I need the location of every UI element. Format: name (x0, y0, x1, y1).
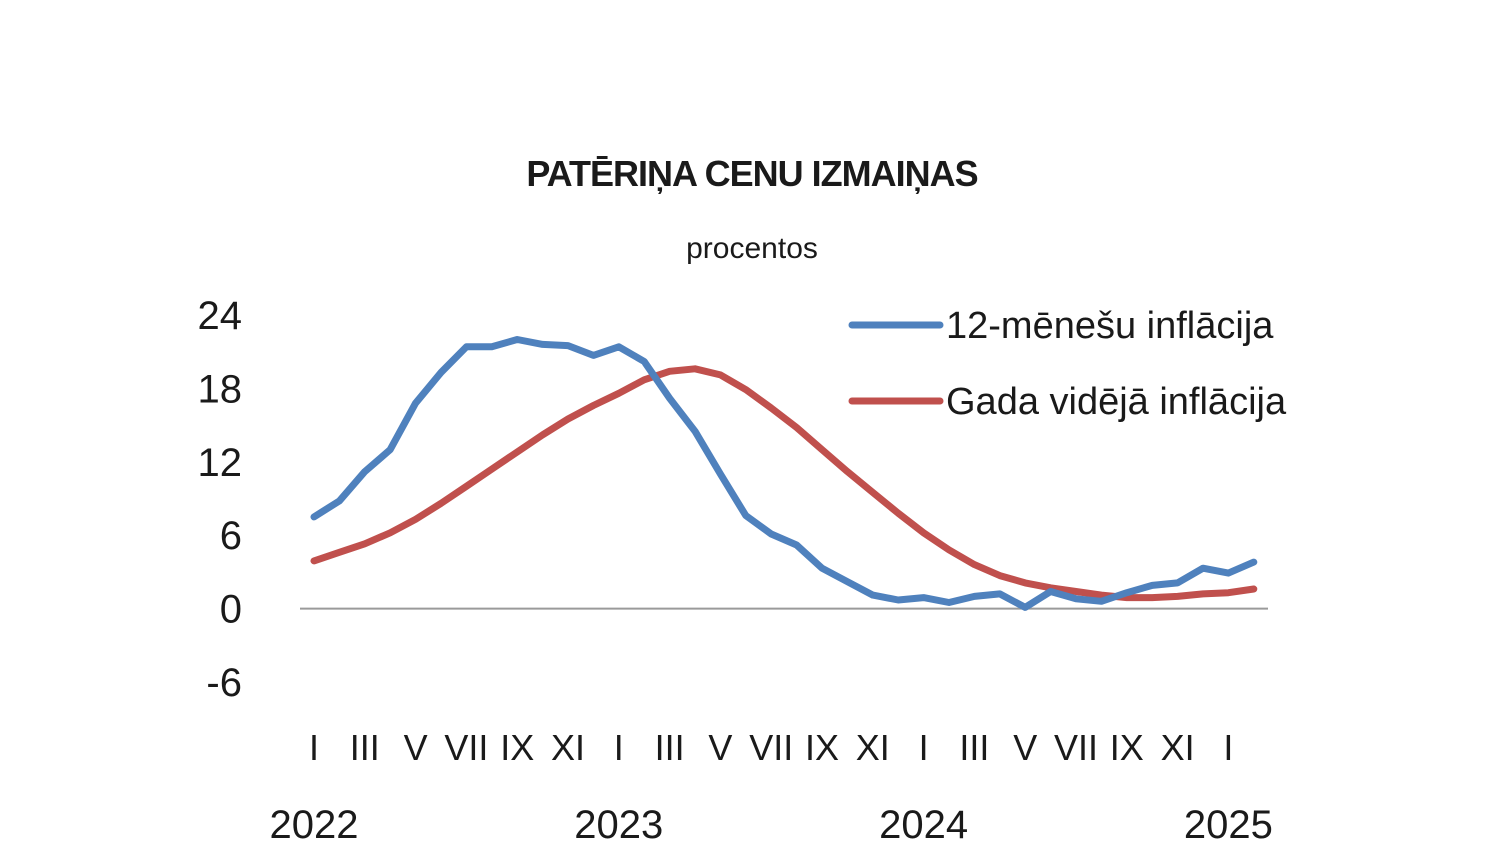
y-axis: 24 18 12 6 0 -6 (198, 294, 243, 705)
series-line-0 (310, 336, 1258, 611)
x-axis-years: 2022 2023 2024 2025 (270, 803, 1273, 847)
month-tick-label: XI (856, 727, 890, 768)
year-label: 2022 (270, 803, 359, 847)
month-tick-label: I (614, 727, 624, 768)
y-tick-label: 0 (220, 588, 242, 632)
y-tick-label: 18 (198, 367, 243, 411)
month-tick-label: VII (1054, 727, 1098, 768)
legend-label-1: Gada vidējā inflācija (946, 381, 1287, 423)
year-label: 2024 (879, 803, 968, 847)
month-tick-label: V (404, 727, 428, 768)
month-tick-label: I (919, 727, 929, 768)
month-tick-label: VII (444, 727, 488, 768)
y-tick-label: 24 (198, 294, 243, 338)
month-tick-label: III (350, 727, 380, 768)
legend: 12-mēnešu inflācija Gada vidējā inflācija (848, 305, 1287, 423)
y-tick-label: 12 (198, 441, 243, 485)
month-tick-label: VII (749, 727, 793, 768)
month-tick-label: V (1013, 727, 1037, 768)
month-tick-label: IX (500, 727, 534, 768)
series-layer (310, 336, 1258, 611)
month-tick-label: I (309, 727, 319, 768)
x-axis-months: I III V VII IX XI I III V VII IX XI I III V VII IX XI I (309, 727, 1233, 768)
month-tick-label: IX (1110, 727, 1144, 768)
month-tick-label: XI (1161, 727, 1195, 768)
legend-label-0: 12-mēnešu inflācija (946, 305, 1274, 347)
year-label: 2023 (574, 803, 663, 847)
month-tick-label: IX (805, 727, 839, 768)
month-tick-label: I (1223, 727, 1233, 768)
month-tick-label: V (708, 727, 732, 768)
month-tick-label: III (959, 727, 989, 768)
series-line-1 (310, 365, 1258, 602)
chart-subtitle: procentos (686, 232, 818, 265)
month-tick-label: III (655, 727, 685, 768)
chart-title: PATĒRIŅA CENU IZMAIŅAS (526, 153, 977, 194)
year-label: 2025 (1184, 803, 1273, 847)
y-tick-label: 6 (220, 514, 242, 558)
y-tick-label: -6 (206, 661, 242, 705)
month-tick-label: XI (551, 727, 585, 768)
